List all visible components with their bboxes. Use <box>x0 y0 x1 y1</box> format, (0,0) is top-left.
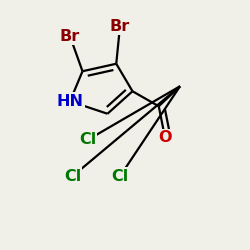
Text: Cl: Cl <box>79 132 96 148</box>
Text: HN: HN <box>56 94 84 109</box>
Text: Cl: Cl <box>64 169 81 184</box>
Text: Cl: Cl <box>112 169 128 184</box>
Text: O: O <box>158 130 172 145</box>
Text: Br: Br <box>110 19 130 34</box>
Text: Br: Br <box>60 29 80 44</box>
